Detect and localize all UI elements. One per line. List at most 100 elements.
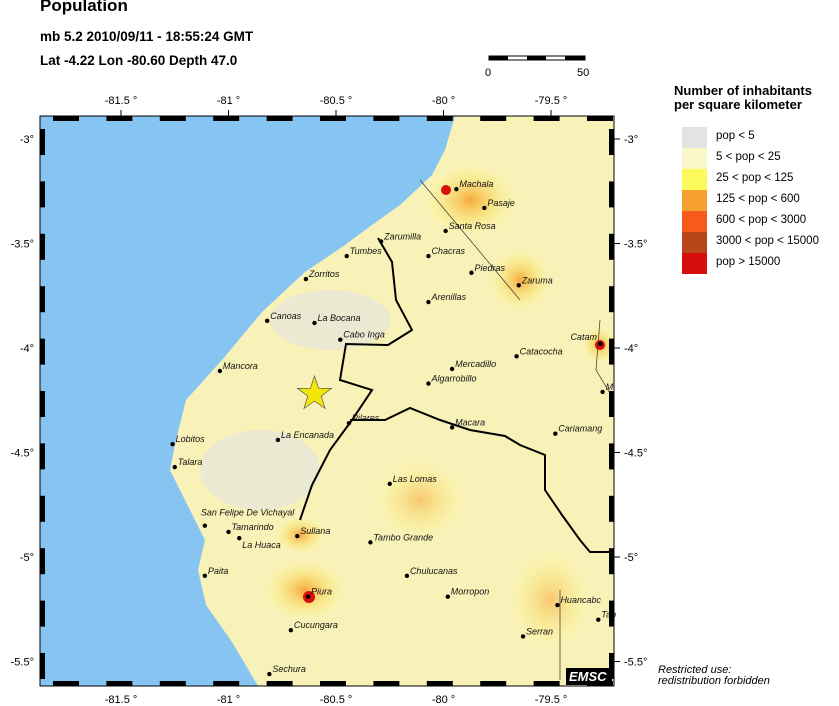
legend-item: 600 < pop < 3000: [682, 211, 837, 232]
city-label: Arenillas: [430, 292, 466, 302]
city-dot: [404, 573, 410, 579]
lat-tick-label: -4.5°: [11, 448, 34, 460]
frame-tick: [53, 116, 79, 121]
lon-tick-label: -81 °: [217, 95, 240, 107]
frame-tick: [609, 338, 614, 365]
city-marker: Piura: [305, 587, 332, 599]
frame-tick: [587, 116, 613, 121]
city-label: San Felipe De Vichayal: [201, 508, 295, 518]
legend-item: 5 < pop < 25: [682, 148, 837, 169]
city-marker: Macara: [449, 417, 485, 430]
city-dot: [445, 594, 450, 599]
city-label: Talara: [178, 457, 203, 467]
city-marker: Cucungara: [288, 620, 338, 633]
city-label: Santa Rosa: [449, 221, 496, 231]
city-marker: La Huaca: [237, 535, 281, 550]
city-dot: [598, 341, 603, 347]
city-marker: Zaruma: [516, 275, 553, 288]
city-dot: [237, 535, 242, 541]
city-dot: [305, 594, 311, 599]
city-dot: [267, 671, 272, 677]
legend-label: 600 < pop < 3000: [716, 214, 807, 226]
city-label: La Encanada: [281, 430, 334, 440]
frame-tick: [40, 286, 45, 313]
usage-notice-line1: Restricted use:: [658, 664, 732, 676]
city-label: La Huaca: [242, 540, 281, 550]
scale-end: 50: [577, 67, 589, 79]
legend-swatch: [682, 127, 707, 148]
frame-tick: [53, 681, 79, 686]
city-marker: Lobitos: [170, 434, 206, 447]
city-marker: Arenillas: [426, 292, 466, 305]
city-dot: [426, 381, 431, 386]
city-dot: [454, 186, 459, 192]
legend-title-line2: per square kilometer: [674, 97, 802, 112]
city-label: Huancabc: [560, 595, 601, 605]
city-marker: Catacocha: [514, 346, 563, 359]
frame-ticks: [40, 116, 614, 686]
legend-label: 25 < pop < 125: [716, 172, 794, 184]
lon-tick-label: -81.5 °: [105, 95, 138, 107]
city-label: Pilares: [352, 413, 380, 423]
lon-tick-label: -80.5 °: [320, 95, 353, 107]
city-dot: [295, 533, 300, 539]
lat-tick-label: -5°: [20, 552, 34, 564]
city-label: Pasaje: [487, 198, 515, 208]
city-label: Chulucanas: [410, 566, 458, 576]
city-dot: [426, 299, 431, 305]
population-hotspots: [200, 165, 614, 650]
city-dot: [520, 634, 526, 639]
frame-tick: [320, 681, 346, 686]
frame-tick: [40, 129, 45, 155]
city-label: Serran: [526, 626, 553, 636]
lat-tick-label: -5.5°: [624, 657, 647, 669]
city-label: Las Lomas: [393, 474, 438, 484]
city-label: Canoas: [270, 311, 302, 321]
city-dot: [426, 253, 431, 259]
legend-title: Number of inhabitants per square kilomet…: [674, 84, 812, 112]
frame-tick: [159, 681, 186, 686]
frame-tick: [40, 653, 45, 679]
frame-tick: [40, 391, 45, 417]
city-marker: Las Lomas: [387, 474, 438, 487]
city-label: Paita: [208, 566, 229, 576]
frame-tick: [533, 116, 560, 121]
frame-tick: [609, 600, 614, 627]
city-dot: [449, 366, 455, 372]
city-label: Cariamang: [558, 424, 602, 434]
city-label: Mancora: [223, 361, 258, 371]
frame-tick: [40, 233, 45, 260]
city-marker: Pasaje: [482, 198, 515, 211]
city-marker: Piedras: [469, 263, 505, 275]
lon-tick-label: -79.5 °: [535, 694, 568, 706]
legend-swatch: [682, 169, 707, 190]
lat-tick-label: -3.5°: [11, 239, 34, 251]
frame-tick: [320, 116, 346, 121]
frame-tick: [480, 116, 507, 121]
frame-tick: [106, 116, 133, 121]
legend-label: pop > 15000: [716, 256, 781, 268]
city-dot: [553, 431, 558, 436]
city-dot: [449, 425, 455, 430]
city-dot: [338, 337, 343, 342]
frame-tick: [609, 653, 614, 679]
city-label: Lobitos: [176, 434, 206, 444]
city-label: Tambo Grande: [373, 532, 433, 542]
city-dot: [516, 283, 521, 288]
city-label: Catacocha: [520, 346, 563, 356]
city-dot: [202, 523, 208, 528]
legend-item: 125 < pop < 600: [682, 190, 837, 211]
legend-label: pop < 5: [716, 130, 755, 142]
city-dot: [469, 270, 474, 275]
city-marker: Serran: [520, 626, 553, 639]
city-dot: [344, 253, 349, 259]
city-dot: [312, 320, 317, 326]
legend-swatch: [682, 148, 707, 169]
frame-tick: [609, 129, 614, 155]
lat-tick-label: -3°: [20, 134, 34, 146]
city-marker: Cariamang: [553, 424, 602, 436]
city-label: La Bocana: [318, 313, 361, 323]
lat-tick-label: -3.5°: [624, 239, 647, 251]
city-label: Tab: [601, 610, 616, 620]
